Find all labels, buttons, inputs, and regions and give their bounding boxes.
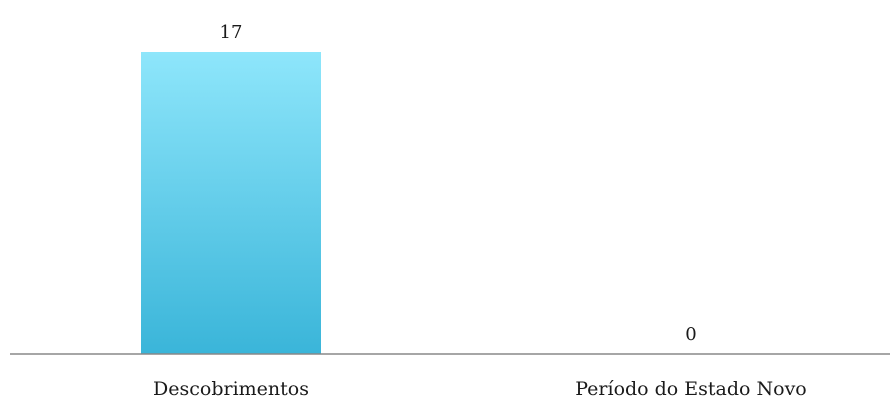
ticks-layer: Descobrimentos Período do Estado Novo [153,378,807,400]
data-label-periodo-do-estado-novo: 0 [685,324,696,345]
data-label-descobrimentos: 17 [220,22,243,43]
bar-descobrimentos [141,52,321,354]
labels-layer: 17 0 [220,22,697,345]
bars-layer [141,52,321,354]
x-tick-label-descobrimentos: Descobrimentos [153,378,309,400]
x-tick-label-periodo-do-estado-novo: Período do Estado Novo [575,378,807,400]
